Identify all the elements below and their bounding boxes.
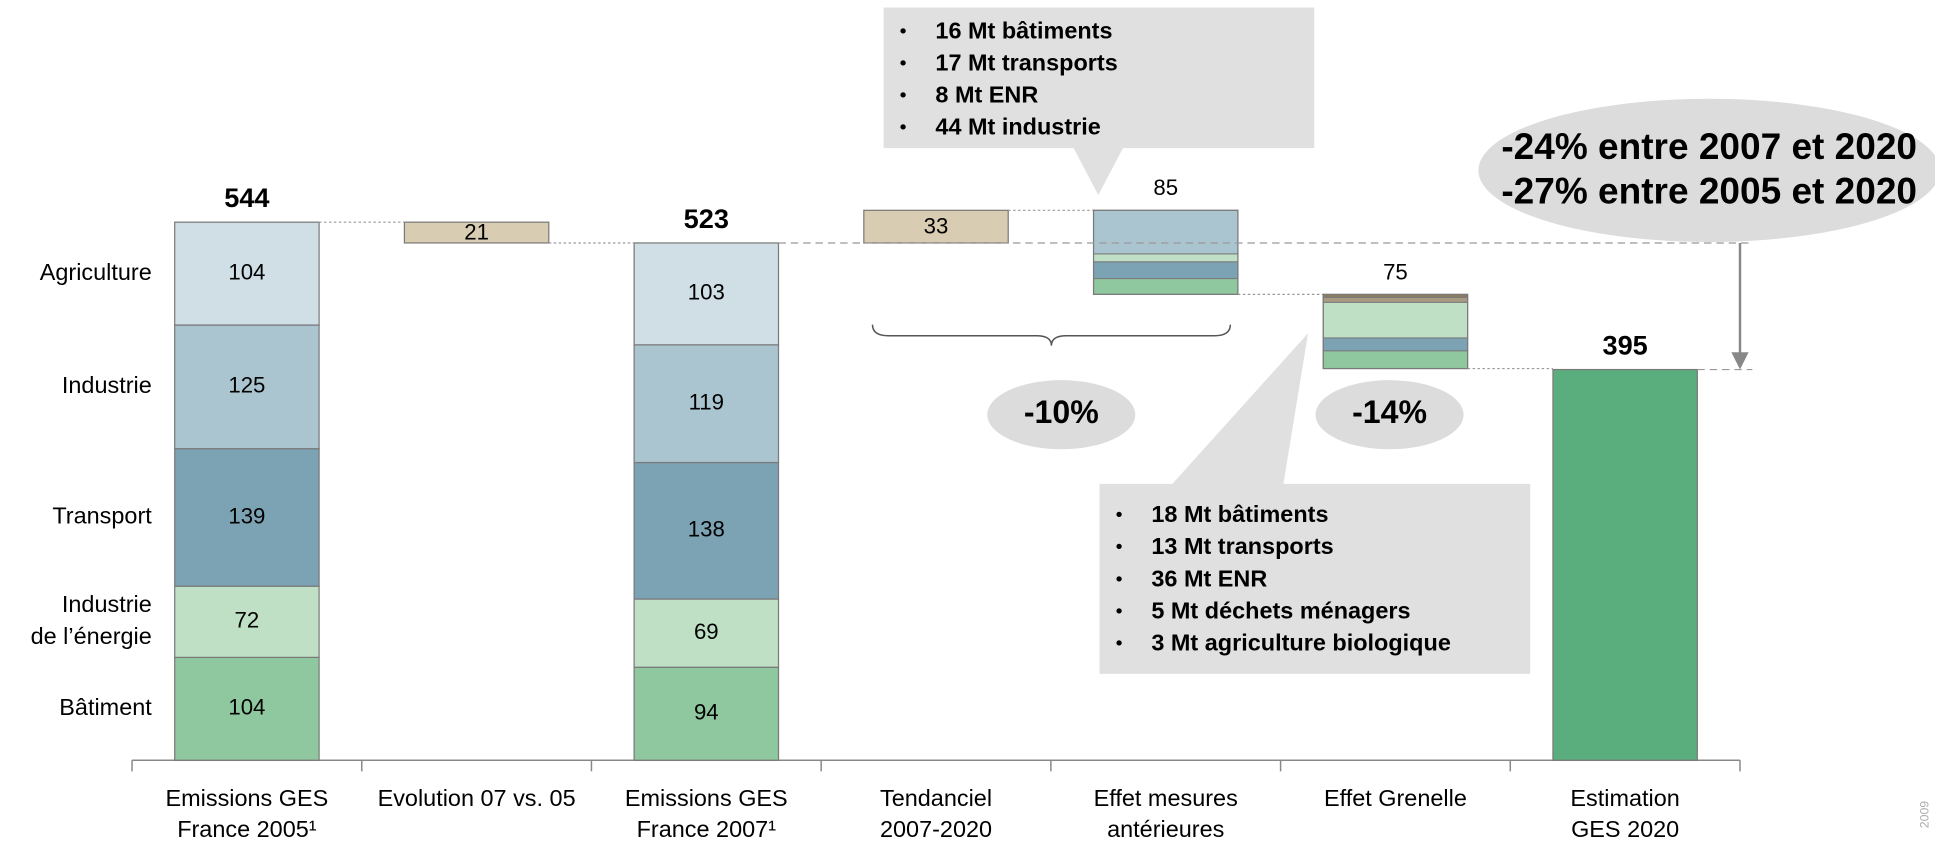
callout-bullet: • <box>900 52 907 74</box>
callout-item: 3 Mt agriculture biologique <box>1151 629 1451 655</box>
callout-bullet: • <box>900 20 907 42</box>
x-tick-label: France 2007¹ <box>637 816 777 842</box>
value-label: 21 <box>464 220 489 245</box>
x-tick-label: Emissions GES <box>625 785 788 811</box>
value-label: 119 <box>689 390 724 415</box>
bar-segment <box>174 656 320 761</box>
bar-segment <box>1322 301 1469 339</box>
x-tick-label: 2007-2020 <box>880 816 992 842</box>
value-label: 85 <box>1153 175 1178 200</box>
callout-bullet: • <box>1116 568 1123 590</box>
x-tick-label: Estimation <box>1570 785 1679 811</box>
value-label: 125 <box>228 373 265 398</box>
bar-segment <box>1322 296 1469 303</box>
x-tick-label: Effet mesures <box>1094 785 1238 811</box>
footnote: 2009 <box>1917 801 1931 829</box>
value-label: 104 <box>228 695 265 720</box>
bar-segment <box>1093 278 1239 295</box>
series-label: Bâtiment <box>59 694 152 720</box>
callout-item: 17 Mt transports <box>935 49 1117 75</box>
annotation: -10% <box>1024 394 1099 430</box>
value-label: 94 <box>694 700 719 725</box>
bar-outline <box>1092 209 1239 296</box>
ellipse <box>987 380 1136 450</box>
x-tick-label: Evolution 07 vs. 05 <box>378 785 576 811</box>
callout-bullet: • <box>1116 600 1123 622</box>
bar-segment <box>174 585 320 658</box>
bar <box>403 221 550 244</box>
value-label: 72 <box>235 608 260 633</box>
callout-item: 44 Mt industrie <box>935 114 1100 140</box>
bar-segment <box>633 461 780 600</box>
series-label: Agriculture <box>40 259 152 285</box>
callout-item: 18 Mt bâtiments <box>1151 501 1328 527</box>
ellipse <box>1315 380 1464 450</box>
value-label: 75 <box>1383 259 1408 284</box>
bar-segment <box>1093 209 1239 255</box>
callout-item: 36 Mt ENR <box>1151 565 1267 591</box>
x-tick-label: Emissions GES <box>165 785 328 811</box>
callout-bullet: • <box>900 85 907 107</box>
annotation: -14% <box>1352 394 1427 430</box>
total-label: 395 <box>1603 330 1648 361</box>
bar-segment <box>1322 337 1469 352</box>
callout-bullet: • <box>1116 632 1123 654</box>
value-label: 138 <box>688 517 725 542</box>
value-label: 103 <box>688 280 725 305</box>
bar <box>1552 368 1698 761</box>
x-tick-label: Tendanciel <box>880 785 992 811</box>
callout-item: 5 Mt déchets ménagers <box>1151 597 1410 623</box>
callout-bullet: • <box>1116 536 1123 558</box>
bar-segment <box>1093 253 1239 263</box>
series-label: Industrie <box>62 591 152 617</box>
value-label: 139 <box>228 503 265 528</box>
bar-segment <box>633 242 780 346</box>
callout-bullet: • <box>900 117 907 139</box>
bar-segment <box>633 344 780 464</box>
total-label: 544 <box>224 182 269 213</box>
value-label: 69 <box>694 619 719 644</box>
annotation: -27% entre 2005 et 2020 <box>1501 170 1917 212</box>
callout-top <box>883 7 1315 196</box>
x-tick-label: France 2005¹ <box>177 816 317 842</box>
x-tick-label: GES 2020 <box>1571 816 1679 842</box>
bar-segment <box>1322 350 1469 370</box>
callout-item: 8 Mt ENR <box>935 82 1038 108</box>
bar-segment <box>1093 261 1239 280</box>
bar-segment <box>174 448 320 587</box>
x-tick-label: antérieures <box>1107 816 1224 842</box>
callout-bottom <box>1099 333 1531 674</box>
bar <box>863 209 1009 244</box>
series-label: Industrie <box>62 372 152 398</box>
arrow-head <box>1731 352 1749 370</box>
callout-item: 13 Mt transports <box>1151 533 1333 559</box>
callout-item: 16 Mt bâtiments <box>935 17 1112 43</box>
series-label: Transport <box>52 503 152 529</box>
bar-segment <box>633 666 780 761</box>
annotation: -24% entre 2007 et 2020 <box>1501 125 1917 167</box>
series-label: de l’énergie <box>31 623 152 649</box>
x-tick-label: Effet Grenelle <box>1324 785 1467 811</box>
total-label: 523 <box>684 203 729 234</box>
bar-segment <box>174 324 320 450</box>
callout-bullet: • <box>1116 504 1123 526</box>
ellipse <box>1478 98 1935 242</box>
value-label: 33 <box>924 214 949 239</box>
brace <box>871 324 1232 346</box>
bar-segment <box>174 221 320 326</box>
value-label: 104 <box>228 259 265 284</box>
bar-outline <box>1322 293 1469 370</box>
